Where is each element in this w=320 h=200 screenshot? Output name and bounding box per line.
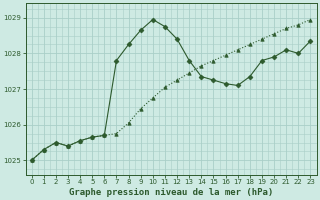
X-axis label: Graphe pression niveau de la mer (hPa): Graphe pression niveau de la mer (hPa) xyxy=(69,188,273,197)
